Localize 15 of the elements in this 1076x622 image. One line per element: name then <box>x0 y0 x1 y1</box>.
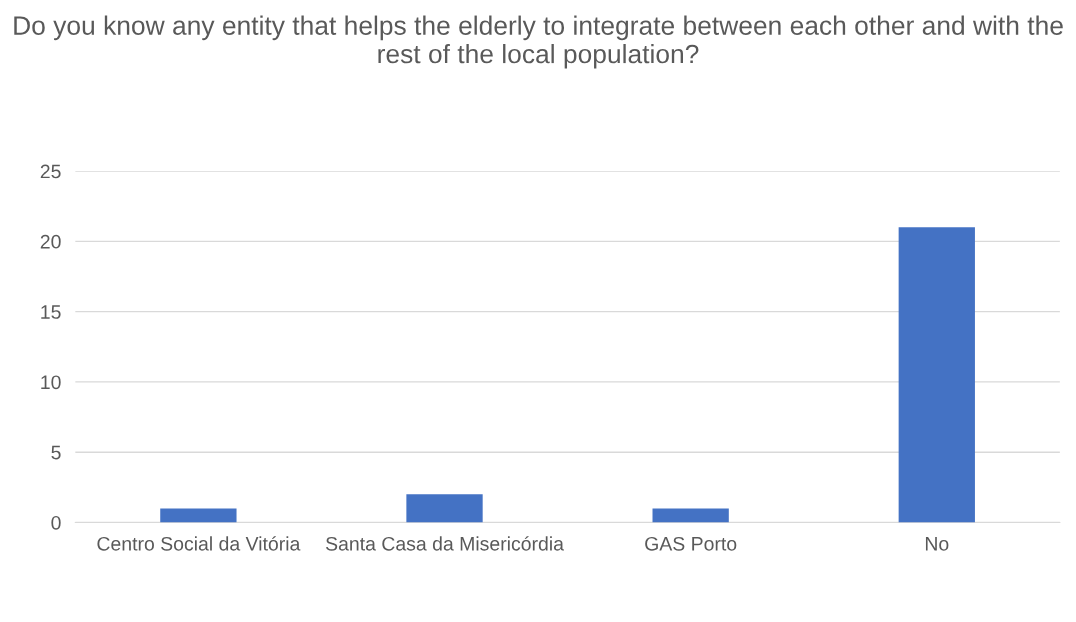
x-tick-label: GAS Porto <box>645 536 737 551</box>
y-tick-label: 15 <box>41 305 61 319</box>
y-tick-label: 5 <box>51 445 61 460</box>
bar <box>406 494 483 523</box>
x-tick-label: No <box>925 537 949 551</box>
bar <box>898 227 975 523</box>
x-tick-label: Centro Social da Vitória <box>97 536 301 551</box>
bar <box>160 508 237 523</box>
y-tick-label: 20 <box>40 234 61 249</box>
chart-title: Do you know any entity that helps the elderly to integrate between each other and with the rest of the local population? <box>14 15 1063 69</box>
x-tick-label: Santa Casa da Misericórdia <box>325 536 564 551</box>
y-tick-label: 0 <box>51 515 61 530</box>
bar <box>652 508 729 523</box>
y-tick-label: 25 <box>40 164 61 179</box>
y-tick-label: 10 <box>41 375 61 390</box>
